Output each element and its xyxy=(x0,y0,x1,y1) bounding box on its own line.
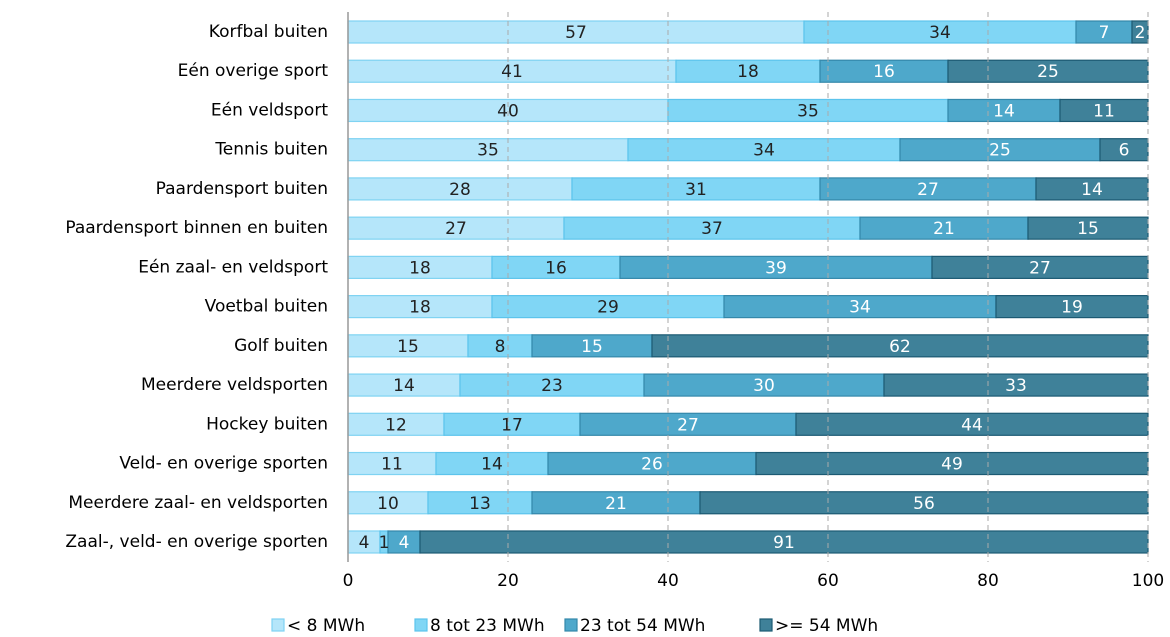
y-tick-label: Zaal-, veld- en overige sporten xyxy=(65,532,328,552)
y-tick-label: Paardensport binnen en buiten xyxy=(65,218,328,238)
data-label: 2 xyxy=(1135,23,1146,43)
y-tick-label: Tennis buiten xyxy=(214,140,328,160)
y-tick-label: Hockey buiten xyxy=(206,414,328,434)
data-label: 44 xyxy=(961,415,983,435)
y-tick-label: Paardensport buiten xyxy=(156,179,328,199)
legend-label: >= 54 MWh xyxy=(775,616,878,636)
data-label: 12 xyxy=(385,415,407,435)
data-label: 37 xyxy=(701,219,723,239)
data-label: 10 xyxy=(377,494,399,514)
data-label: 31 xyxy=(685,180,707,200)
data-label: 15 xyxy=(397,337,419,357)
data-label: 15 xyxy=(581,337,603,357)
y-tick-label: Golf buiten xyxy=(234,336,328,356)
x-tick-label: 80 xyxy=(977,571,999,591)
data-label: 19 xyxy=(1061,298,1083,318)
data-label: 34 xyxy=(753,141,775,161)
data-label: 18 xyxy=(737,62,759,82)
data-label: 14 xyxy=(993,101,1015,121)
data-label: 6 xyxy=(1119,141,1130,161)
y-tick-label: Voetbal buiten xyxy=(205,297,328,317)
data-label: 18 xyxy=(409,298,431,318)
data-label: 49 xyxy=(941,455,963,475)
data-label: 27 xyxy=(677,415,699,435)
data-label: 21 xyxy=(933,219,955,239)
data-label: 25 xyxy=(989,141,1011,161)
x-tick-label: 20 xyxy=(497,571,519,591)
data-label: 34 xyxy=(929,23,951,43)
data-label: 30 xyxy=(753,376,775,396)
data-label: 15 xyxy=(1077,219,1099,239)
bar-segment xyxy=(947,59,1149,83)
data-label: 17 xyxy=(501,415,523,435)
data-label: 14 xyxy=(1081,180,1103,200)
data-label: 21 xyxy=(605,494,627,514)
y-tick-label: Eén veldsport xyxy=(211,100,328,120)
data-label: 27 xyxy=(917,180,939,200)
data-label: 62 xyxy=(889,337,911,357)
data-label: 1 xyxy=(379,533,390,553)
y-tick-label: Veld- en overige sporten xyxy=(119,454,328,474)
data-label: 16 xyxy=(545,258,567,278)
legend-label: < 8 MWh xyxy=(287,616,365,636)
legend-swatch xyxy=(759,618,773,632)
x-tick-label: 40 xyxy=(657,571,679,591)
data-label: 35 xyxy=(477,141,499,161)
data-label: 16 xyxy=(873,62,895,82)
data-label: 7 xyxy=(1099,23,1110,43)
data-label: 11 xyxy=(1093,101,1115,121)
y-tick-label: Meerdere zaal- en veldsporten xyxy=(68,493,328,513)
bar-segment xyxy=(995,295,1149,319)
data-label: 4 xyxy=(399,533,410,553)
data-label: 34 xyxy=(849,298,871,318)
y-tick-label: Korfbal buiten xyxy=(209,22,328,42)
bar-segment xyxy=(419,530,1149,554)
legend-label: 8 tot 23 MWh xyxy=(430,616,545,636)
data-label: 14 xyxy=(393,376,415,396)
data-label: 27 xyxy=(1029,258,1051,278)
bar-segment xyxy=(795,412,1149,436)
y-tick-label: Eén zaal- en veldsport xyxy=(138,257,328,277)
data-label: 56 xyxy=(913,494,935,514)
data-label: 25 xyxy=(1037,62,1059,82)
data-label: 11 xyxy=(381,455,403,475)
data-label: 33 xyxy=(1005,376,1027,396)
data-label: 4 xyxy=(359,533,370,553)
x-tick-label: 60 xyxy=(817,571,839,591)
y-tick-label: Meerdere veldsporten xyxy=(141,375,328,395)
y-tick-label: Eén overige sport xyxy=(178,61,329,81)
data-label: 57 xyxy=(565,23,587,43)
data-label: 29 xyxy=(597,298,619,318)
x-tick-label: 0 xyxy=(343,571,354,591)
data-label: 91 xyxy=(773,533,795,553)
legend-swatch xyxy=(564,618,578,632)
data-label: 14 xyxy=(481,455,503,475)
legend-label: 23 tot 54 MWh xyxy=(580,616,705,636)
data-label: 23 xyxy=(541,376,563,396)
data-label: 35 xyxy=(797,101,819,121)
data-label: 40 xyxy=(497,101,519,121)
bar-segment xyxy=(1059,98,1149,123)
data-label: 18 xyxy=(409,258,431,278)
data-label: 8 xyxy=(495,337,506,357)
legend-swatch xyxy=(271,618,285,632)
data-label: 28 xyxy=(449,180,471,200)
data-label: 39 xyxy=(765,258,787,278)
data-label: 27 xyxy=(445,219,467,239)
data-label: 41 xyxy=(501,62,523,82)
data-label: 13 xyxy=(469,494,491,514)
x-tick-label: 100 xyxy=(1132,571,1164,591)
legend-swatch xyxy=(414,618,428,632)
bar-segment xyxy=(1035,177,1149,201)
data-label: 26 xyxy=(641,455,663,475)
